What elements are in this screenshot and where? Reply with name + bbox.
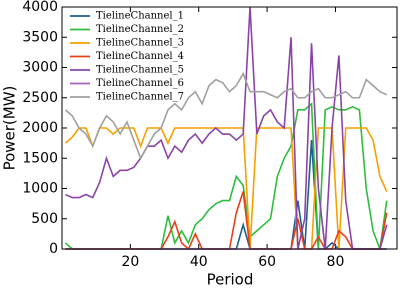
legend-label: TielineChannel_4 bbox=[96, 51, 184, 62]
plot-frame bbox=[61, 6, 398, 250]
legend-label: TielineChannel_7 bbox=[96, 92, 184, 103]
y-tick-label: 4000 bbox=[22, 0, 58, 15]
series-line bbox=[64, 127, 388, 250]
series-line bbox=[65, 6, 388, 250]
legend-label: TielineChannel_6 bbox=[96, 78, 184, 89]
x-tick-label: 80 bbox=[327, 254, 345, 270]
legend-label: TielineChannel_5 bbox=[96, 65, 184, 76]
legend-label: TielineChannel_1 bbox=[96, 11, 184, 22]
y-tick-label: 1500 bbox=[22, 150, 58, 166]
x-tick-label: 20 bbox=[121, 254, 139, 270]
series-line bbox=[64, 71, 388, 161]
y-tick-label: 3000 bbox=[22, 60, 58, 76]
x-tick-label: 40 bbox=[190, 254, 208, 270]
y-tick-label: 2500 bbox=[22, 90, 58, 106]
x-axis-label: Period bbox=[207, 271, 254, 289]
y-tick-label: 2000 bbox=[22, 120, 58, 136]
y-tick-label: 1000 bbox=[22, 181, 58, 197]
y-tick-label: 0 bbox=[49, 241, 58, 257]
y-axis-label: Power(MW) bbox=[1, 86, 19, 171]
x-tick-label: 60 bbox=[258, 254, 276, 270]
legend-label: TielineChannel_2 bbox=[96, 24, 184, 35]
y-tick-label: 500 bbox=[31, 211, 58, 227]
y-tick-label: 3500 bbox=[22, 29, 58, 45]
legend-label: TielineChannel_3 bbox=[96, 38, 184, 49]
